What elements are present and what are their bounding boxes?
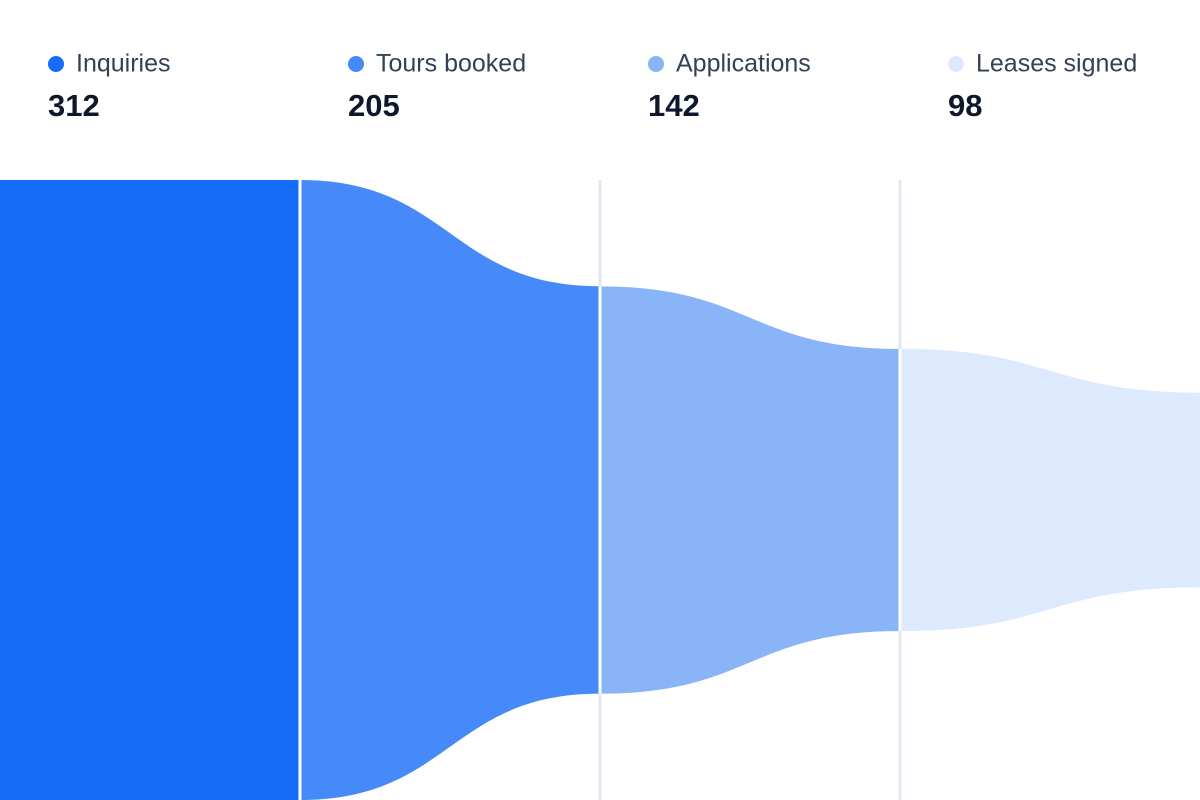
legend-marker xyxy=(648,56,664,72)
funnel-segment xyxy=(300,180,600,800)
legend-label: Leases signed xyxy=(976,50,1137,78)
stage-value: 142 xyxy=(648,88,700,123)
funnel-segment xyxy=(0,180,300,800)
funnel-segment xyxy=(600,286,900,694)
legend-label: Applications xyxy=(676,50,811,78)
legend-marker xyxy=(348,56,364,72)
legend-label: Tours booked xyxy=(376,50,526,78)
funnel-segment xyxy=(900,348,1200,632)
stage-value: 312 xyxy=(48,88,100,123)
stage-value: 205 xyxy=(348,88,400,123)
stage-value: 98 xyxy=(948,88,982,123)
legend-label: Inquiries xyxy=(76,50,171,78)
legend-marker xyxy=(948,56,964,72)
legend-marker xyxy=(48,56,64,72)
